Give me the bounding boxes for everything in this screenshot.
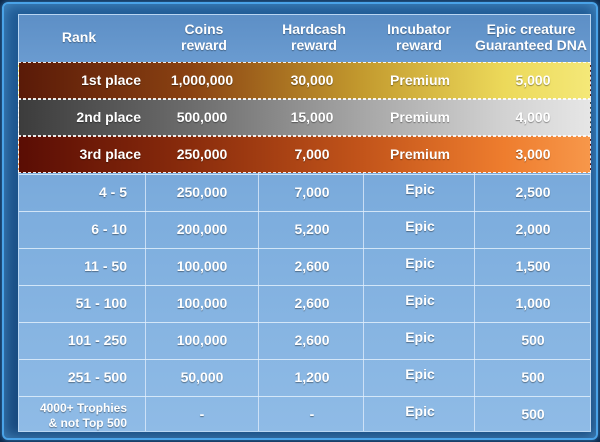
coins-cell: 100,000: [176, 332, 228, 348]
rank-cell: 101 - 250: [67, 332, 127, 348]
dna-cell: 500: [521, 406, 545, 422]
hardcash-cell: 7,000: [294, 184, 330, 200]
rank-cell: 3rd place: [79, 146, 141, 162]
hardcash-cell: 1,200: [294, 369, 330, 385]
table-row: 251 - 500 50,000 1,200 Epic 500: [19, 359, 590, 396]
incubator-cell: Epic: [405, 255, 435, 271]
rank-cell: 6 - 10: [91, 221, 127, 237]
dna-cell: 1,500: [515, 258, 551, 274]
dna-cell: 2,000: [515, 221, 551, 237]
table-row-2nd-place: 2nd place 500,000 15,000 Premium 4,000: [18, 99, 591, 136]
dna-cell: 5,000: [515, 72, 551, 88]
header-coins-reward: Coins reward: [181, 21, 227, 53]
coins-cell: 100,000: [176, 295, 228, 311]
coins-cell: 200,000: [176, 221, 228, 237]
coins-cell: 100,000: [176, 258, 228, 274]
rank-cell: 4000+ Trophies & not Top 500: [39, 401, 127, 430]
table-row: 6 - 10 200,000 5,200 Epic 2,000: [19, 211, 590, 248]
incubator-cell: Epic: [405, 366, 435, 382]
incubator-cell: Epic: [405, 292, 435, 308]
hardcash-cell: 2,600: [294, 258, 330, 274]
coins-cell: 500,000: [176, 109, 228, 125]
table-row: 11 - 50 100,000 2,600 Epic 1,500: [19, 248, 590, 285]
coins-cell: 250,000: [176, 184, 228, 200]
table-row: 4 - 5 250,000 7,000 Epic 2,500: [19, 174, 590, 211]
table-header: Rank Coins reward Hardcash reward Incuba…: [19, 15, 590, 62]
table-row: 4000+ Trophies & not Top 500 - - Epic 50…: [19, 396, 590, 431]
rank-cell: 251 - 500: [67, 369, 127, 385]
header-hardcash-reward: Hardcash reward: [282, 21, 346, 53]
rank-cell: 11 - 50: [84, 258, 127, 274]
rewards-table: Rank Coins reward Hardcash reward Incuba…: [18, 14, 591, 432]
coins-cell: 50,000: [180, 369, 224, 385]
coins-cell: 1,000,000: [170, 72, 234, 88]
dna-cell: 3,000: [515, 146, 551, 162]
coins-cell: -: [199, 406, 205, 422]
hardcash-cell: -: [309, 406, 315, 422]
column-divider: [363, 62, 364, 431]
dna-cell: 500: [521, 332, 545, 348]
hardcash-cell: 7,000: [294, 146, 330, 162]
header-incubator-reward: Incubator reward: [387, 21, 451, 53]
dna-cell: 2,500: [515, 184, 551, 200]
column-divider: [258, 62, 259, 431]
header-rank: Rank: [61, 29, 97, 45]
incubator-cell: Premium: [390, 109, 450, 125]
column-divider: [474, 62, 475, 431]
header-epic-creature-dna: Epic creature Guaranteed DNA: [474, 21, 588, 53]
table-row-3rd-place: 3rd place 250,000 7,000 Premium 3,000: [18, 136, 591, 173]
incubator-cell: Epic: [405, 329, 435, 345]
hardcash-cell: 15,000: [290, 109, 334, 125]
hardcash-cell: 5,200: [294, 221, 330, 237]
dna-cell: 4,000: [515, 109, 551, 125]
hardcash-cell: 30,000: [290, 72, 334, 88]
column-divider: [145, 62, 146, 431]
coins-cell: 250,000: [176, 146, 228, 162]
table-row: 101 - 250 100,000 2,600 Epic 500: [19, 322, 590, 359]
table-row-1st-place: 1st place 1,000,000 30,000 Premium 5,000: [18, 62, 591, 99]
hardcash-cell: 2,600: [294, 332, 330, 348]
dna-cell: 1,000: [515, 295, 551, 311]
hardcash-cell: 2,600: [294, 295, 330, 311]
incubator-cell: Premium: [390, 146, 450, 162]
incubator-cell: Premium: [390, 72, 450, 88]
dna-cell: 500: [521, 369, 545, 385]
incubator-cell: Epic: [405, 218, 435, 234]
table-row: 51 - 100 100,000 2,600 Epic 1,000: [19, 285, 590, 322]
rank-cell: 4 - 5: [98, 184, 127, 200]
rank-cell: 2nd place: [76, 109, 141, 125]
incubator-cell: Epic: [405, 181, 435, 197]
rank-cell: 1st place: [81, 72, 141, 88]
rank-cell: 51 - 100: [75, 295, 127, 311]
incubator-cell: Epic: [405, 403, 435, 419]
